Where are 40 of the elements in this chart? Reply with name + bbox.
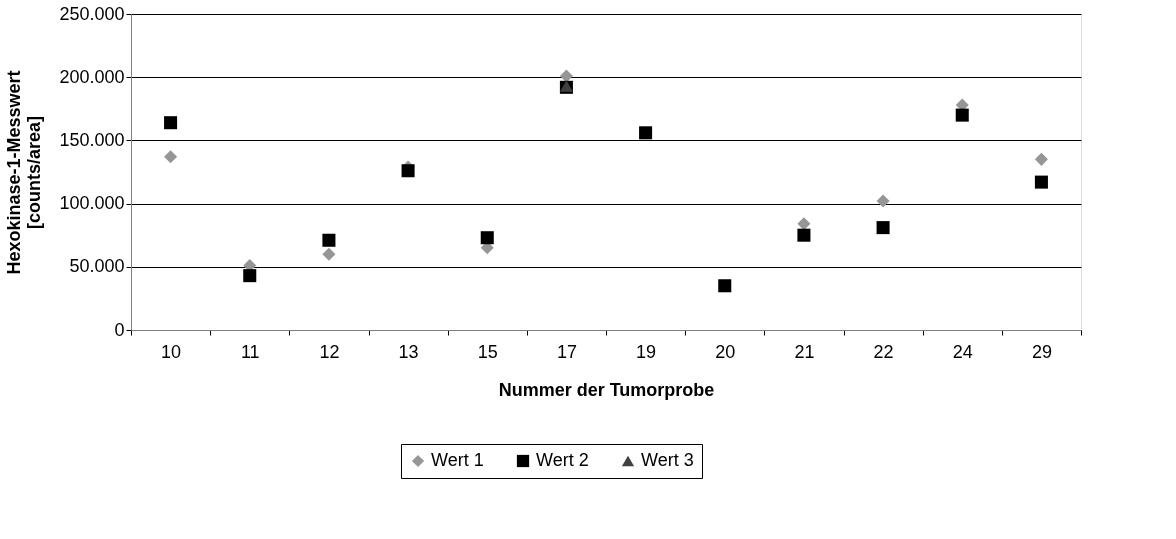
x-tick-label: 17: [556, 341, 577, 362]
point: [322, 247, 336, 261]
point: [639, 126, 653, 140]
point: [876, 221, 890, 235]
point: [718, 279, 732, 293]
point: [401, 164, 415, 178]
x-tick-label: 11: [240, 341, 260, 362]
y-tick-label: 100.000: [59, 193, 125, 214]
x-tick-label: 13: [398, 341, 419, 362]
y-tick-label: 200.000: [59, 66, 125, 87]
point: [164, 116, 178, 130]
point: [955, 108, 969, 122]
y-tick-label: 250.000: [59, 3, 125, 24]
point: [164, 150, 178, 164]
point: [243, 269, 257, 283]
x-tick-label: 22: [873, 341, 894, 362]
point: [480, 231, 494, 245]
x-axis-title: Nummer der Tumorprobe: [498, 379, 715, 400]
y-tick-label: 150.000: [59, 129, 125, 150]
legend-label: Wert 2: [536, 450, 589, 470]
y-tick-label: 0: [114, 319, 125, 340]
point: [876, 194, 890, 208]
x-tick-label: 24: [952, 341, 973, 362]
x-tick-label: 21: [794, 341, 815, 362]
x-tick-label: 12: [319, 341, 340, 362]
x-tick-label: 10: [161, 341, 182, 362]
legend-label: Wert 1: [431, 450, 484, 470]
x-tick-label: 19: [636, 341, 657, 362]
x-tick-label: 15: [477, 341, 498, 362]
x-tick-label: 20: [715, 341, 736, 362]
y-axis-title: Hexokinase-1-Messwert [counts/area]: [4, 70, 45, 275]
point: [1034, 175, 1048, 189]
x-tick-label: 29: [1031, 341, 1052, 362]
legend-label: Wert 3: [641, 450, 694, 470]
point: [322, 233, 336, 247]
point: [797, 228, 811, 242]
y-tick-label: 50.000: [69, 256, 125, 277]
point: [1034, 152, 1048, 166]
point: [797, 217, 811, 231]
point: [559, 69, 573, 83]
